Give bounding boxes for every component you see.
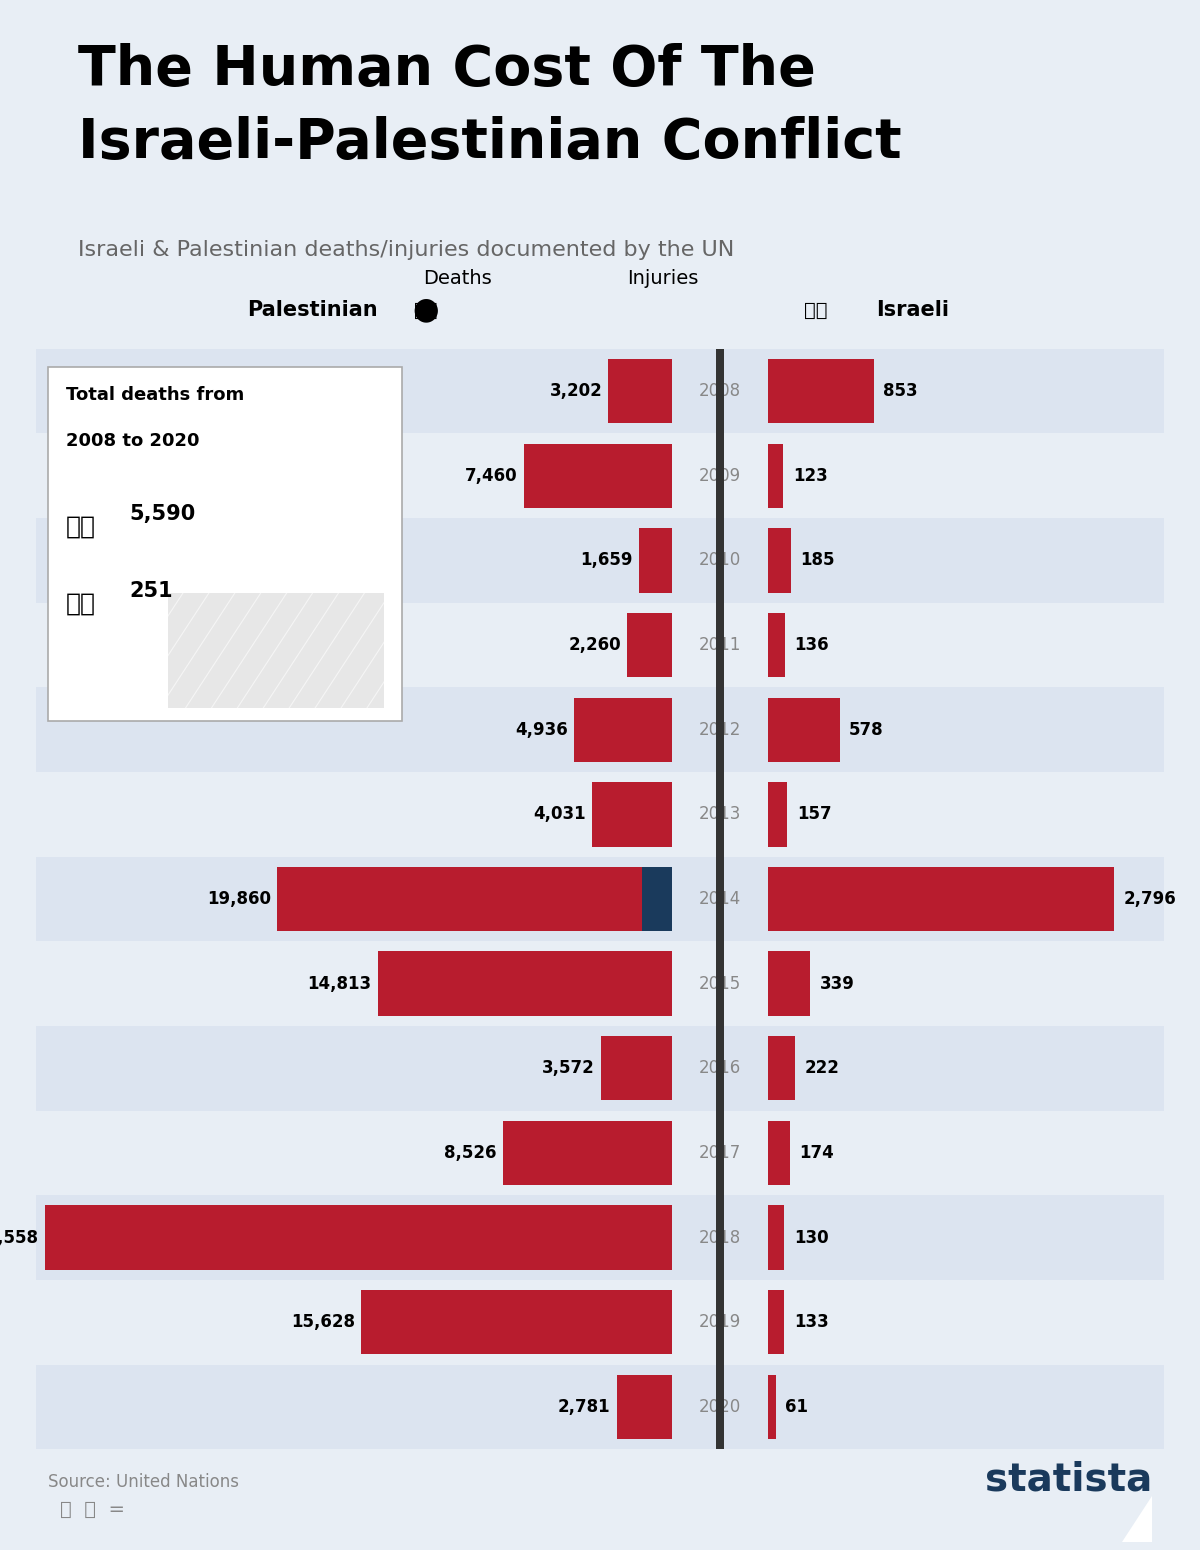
Text: 2019: 2019 <box>698 1313 742 1331</box>
Text: 2018: 2018 <box>698 1229 742 1246</box>
Text: 2015: 2015 <box>698 975 742 992</box>
Text: 185: 185 <box>800 552 835 569</box>
Text: 🇵🇸: 🇵🇸 <box>66 515 96 538</box>
Text: 15,628: 15,628 <box>292 1313 355 1331</box>
Bar <box>168 592 384 708</box>
Text: 1,659: 1,659 <box>581 552 634 569</box>
Text: 2,260: 2,260 <box>569 636 622 654</box>
Text: 2008 to 2020: 2008 to 2020 <box>66 432 199 451</box>
Text: 130: 130 <box>793 1229 828 1246</box>
Polygon shape <box>1122 1496 1152 1542</box>
Text: 2008: 2008 <box>698 383 742 400</box>
Text: 🇮🇱: 🇮🇱 <box>66 592 96 615</box>
Text: 4,031: 4,031 <box>533 806 586 823</box>
Text: 578: 578 <box>850 721 883 739</box>
Text: 3,202: 3,202 <box>550 383 602 400</box>
Text: statista: statista <box>985 1460 1152 1499</box>
Text: 🇵🇸: 🇵🇸 <box>414 301 438 319</box>
Text: Israeli: Israeli <box>876 301 949 319</box>
Text: 14,813: 14,813 <box>307 975 372 992</box>
Text: 339: 339 <box>820 975 854 992</box>
Text: 174: 174 <box>799 1144 834 1162</box>
Text: 2,796: 2,796 <box>1123 890 1176 908</box>
Text: Source: United Nations: Source: United Nations <box>48 1472 239 1491</box>
Text: Palestinian: Palestinian <box>247 301 378 319</box>
Text: 136: 136 <box>794 636 829 654</box>
Text: ⓒ  ⓘ  =: ⓒ ⓘ = <box>60 1500 125 1519</box>
Text: 2013: 2013 <box>698 806 742 823</box>
Text: 853: 853 <box>883 383 918 400</box>
Text: 61: 61 <box>785 1398 808 1415</box>
Text: Israeli & Palestinian deaths/injuries documented by the UN: Israeli & Palestinian deaths/injuries do… <box>78 240 734 260</box>
Text: Israeli-Palestinian Conflict: Israeli-Palestinian Conflict <box>78 116 901 170</box>
Text: 4,936: 4,936 <box>515 721 568 739</box>
Text: Injuries: Injuries <box>628 270 698 288</box>
Text: 2016: 2016 <box>698 1059 742 1077</box>
Text: 2014: 2014 <box>698 890 742 908</box>
Text: 7,460: 7,460 <box>466 467 517 485</box>
Text: 2011: 2011 <box>698 636 742 654</box>
Text: 133: 133 <box>794 1313 829 1331</box>
Text: 157: 157 <box>797 806 832 823</box>
Text: 2020: 2020 <box>698 1398 742 1415</box>
Text: 123: 123 <box>793 467 828 485</box>
Text: 2010: 2010 <box>698 552 742 569</box>
Text: 5,590: 5,590 <box>130 504 196 524</box>
Text: 2009: 2009 <box>698 467 742 485</box>
Text: 31,558: 31,558 <box>0 1229 38 1246</box>
Text: 19,860: 19,860 <box>208 890 271 908</box>
Text: 2017: 2017 <box>698 1144 742 1162</box>
Text: 3,572: 3,572 <box>542 1059 595 1077</box>
Text: 222: 222 <box>805 1059 840 1077</box>
Text: Total deaths from: Total deaths from <box>66 386 245 405</box>
Text: The Human Cost Of The: The Human Cost Of The <box>78 43 816 98</box>
Text: 🇮🇱: 🇮🇱 <box>804 301 828 319</box>
Text: 8,526: 8,526 <box>444 1144 497 1162</box>
Text: 251: 251 <box>130 581 173 601</box>
Text: ●: ● <box>413 296 439 324</box>
Text: 2,781: 2,781 <box>558 1398 611 1415</box>
Text: 2012: 2012 <box>698 721 742 739</box>
Text: Deaths: Deaths <box>424 270 492 288</box>
